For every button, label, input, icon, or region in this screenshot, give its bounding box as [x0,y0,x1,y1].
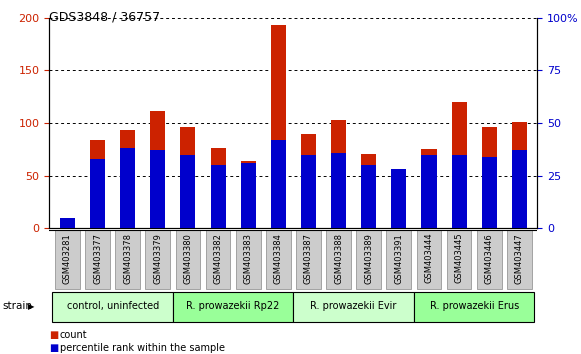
Bar [451,155,467,228]
Bar [241,163,256,228]
Bar [331,153,346,228]
Text: control, uninfected: control, uninfected [66,301,159,312]
Text: GSM403382: GSM403382 [214,233,223,284]
Text: R. prowazekii Erus: R. prowazekii Erus [429,301,519,312]
Bar [296,230,321,289]
Bar [414,292,535,322]
Bar [271,25,286,228]
Bar [421,149,436,228]
Bar [175,230,200,289]
Text: ■: ■ [49,330,59,339]
Bar [507,230,532,289]
Bar [482,157,497,228]
Bar [361,165,376,228]
Text: GSM403391: GSM403391 [394,233,403,284]
Bar [512,122,527,228]
Bar [52,292,173,322]
Bar [120,130,135,228]
Bar [477,230,501,289]
Bar [451,102,467,228]
Bar [145,230,170,289]
Bar [447,230,471,289]
Bar [327,230,351,289]
Text: R. prowazekii Evir: R. prowazekii Evir [310,301,397,312]
Bar [271,140,286,228]
Text: ▶: ▶ [28,302,34,311]
Text: count: count [60,330,88,339]
Bar [90,159,105,228]
Bar [266,230,290,289]
Text: percentile rank within the sample: percentile rank within the sample [60,343,225,353]
Text: GSM403387: GSM403387 [304,233,313,284]
Text: GSM403446: GSM403446 [485,233,494,284]
Bar [301,155,316,228]
Text: ■: ■ [49,343,59,353]
Bar [150,112,166,228]
Text: GSM403377: GSM403377 [93,233,102,284]
Bar [173,292,293,322]
Bar [392,173,406,228]
Bar [55,230,80,289]
Bar [210,148,225,228]
Bar [210,165,225,228]
Bar [356,230,381,289]
Text: GSM403378: GSM403378 [123,233,132,284]
Text: strain: strain [3,301,33,312]
Text: GSM403383: GSM403383 [243,233,253,284]
Text: GSM403388: GSM403388 [334,233,343,284]
Bar [421,155,436,228]
Bar [85,230,110,289]
Text: GSM403389: GSM403389 [364,233,373,284]
Bar [236,230,260,289]
Bar [60,225,75,228]
Bar [60,218,75,228]
Text: GSM403447: GSM403447 [515,233,524,284]
Text: GSM403380: GSM403380 [184,233,192,284]
Text: GSM403445: GSM403445 [454,233,464,284]
Bar [361,154,376,228]
Bar [181,127,195,228]
Text: R. prowazekii Rp22: R. prowazekii Rp22 [187,301,280,312]
Text: GSM403281: GSM403281 [63,233,72,284]
Bar [150,150,166,228]
Bar [512,150,527,228]
Bar [392,169,406,228]
Text: GDS3848 / 36757: GDS3848 / 36757 [49,11,160,24]
Bar [386,230,411,289]
Text: GSM403444: GSM403444 [425,233,433,284]
Bar [293,292,414,322]
Bar [181,155,195,228]
Bar [206,230,231,289]
Bar [241,161,256,228]
Bar [90,140,105,228]
Bar [417,230,442,289]
Text: GSM403384: GSM403384 [274,233,283,284]
Bar [116,230,140,289]
Bar [482,127,497,228]
Bar [120,148,135,228]
Text: GSM403379: GSM403379 [153,233,162,284]
Bar [331,120,346,228]
Bar [301,133,316,228]
